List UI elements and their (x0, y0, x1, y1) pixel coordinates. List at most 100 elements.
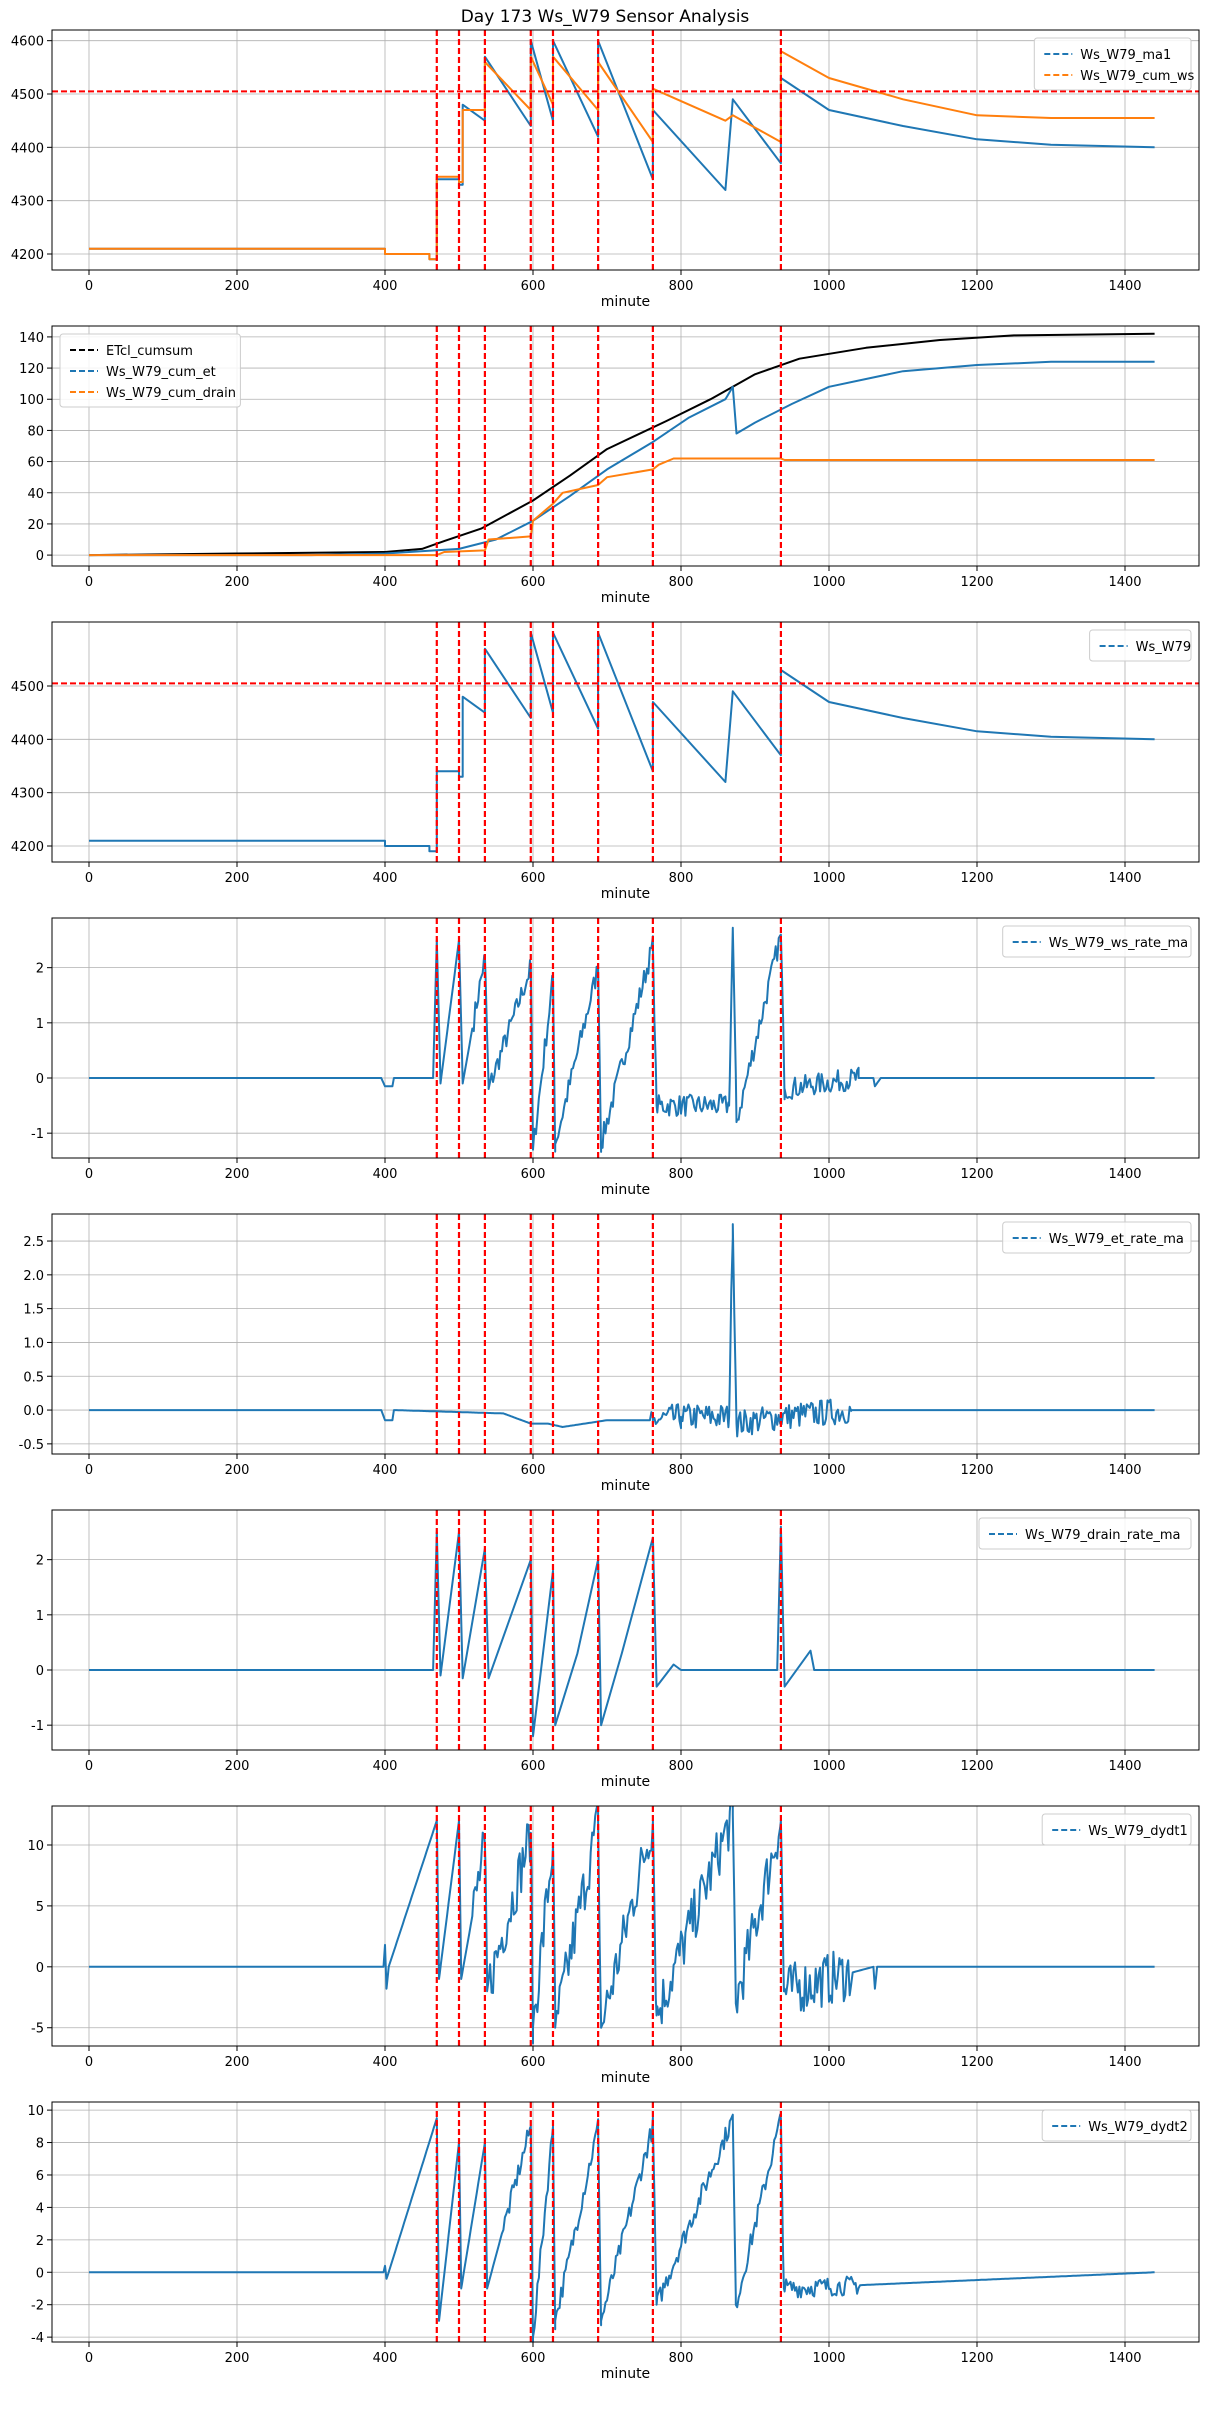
legend: Ws_W79_dydt2 (1041, 2109, 1192, 2142)
x-axis-label: minute (601, 590, 650, 606)
x-tick-label: 1400 (1108, 2055, 1141, 2070)
legend-label: Ws_W79_dydt2 (1088, 2120, 1188, 2135)
x-tick-label: 0 (85, 1167, 93, 1182)
y-tick-label: 4400 (11, 141, 44, 156)
x-tick-label: 0 (85, 1463, 93, 1478)
x-tick-label: 1400 (1108, 2351, 1141, 2366)
x-tick-label: 800 (669, 279, 694, 294)
x-tick-label: 0 (85, 279, 93, 294)
series-group (89, 1525, 1155, 1738)
x-tick-label: 200 (225, 279, 250, 294)
legend-label: Ws_W79_et_rate_ma (1049, 1232, 1184, 1247)
x-axis-label: minute (601, 2366, 650, 2382)
y-tick-label: 4300 (11, 787, 44, 802)
y-tick-label: 0.0 (23, 1404, 44, 1419)
y-tick-label: 2 (36, 962, 44, 977)
y-tick-label: 5 (36, 1900, 44, 1915)
subplot-4: 0 200 400 600 800 1000 1200 1400 -1 0 1 2 minute Ws_W… (31, 917, 1200, 1198)
legend-box (59, 333, 241, 408)
legend-box (1041, 2109, 1192, 2142)
x-tick-label: 1400 (1108, 1167, 1141, 1182)
subplots: 0 200 400 600 800 1000 1200 1400420043004400450… (11, 29, 1200, 2382)
x-tick-label: 800 (669, 2351, 694, 2366)
series-group (89, 39, 1155, 261)
y-tick-label: 10 (27, 1839, 44, 1854)
x-tick-label: 400 (373, 279, 398, 294)
x-tick-label: 1200 (960, 871, 993, 886)
y-tick-label: 2.0 (23, 1269, 44, 1284)
y-tick-label: 100 (19, 393, 44, 408)
y-tick-label: -4 (31, 2331, 44, 2346)
x-tick-label: 800 (669, 575, 694, 590)
x-tick-label: 1200 (960, 2055, 993, 2070)
x-tick-label: 600 (521, 2351, 546, 2366)
y-tick-label: 10 (27, 2104, 44, 2119)
axes-frame (51, 29, 1200, 271)
x-tick-label: 600 (521, 1167, 546, 1182)
y-tick-label: 0 (36, 549, 44, 564)
x-tick-label: 1200 (960, 1463, 993, 1478)
x-tick-label: 200 (225, 871, 250, 886)
y-tick-label: 20 (27, 518, 44, 533)
legend: Ws_W79_ma1 Ws_W79_cum_ws (1033, 37, 1195, 91)
y-tick-label: 1.0 (23, 1336, 44, 1351)
subplot-3: 0 200 400 600 800 1000 1200 1400 4200 4300 4400 450… (11, 621, 1200, 902)
x-axis-label: minute (601, 2070, 650, 2086)
x-tick-label: 800 (669, 1759, 694, 1774)
x-tick-label: 400 (373, 2351, 398, 2366)
x-tick-label: 0 (85, 1759, 93, 1774)
series-group (88, 332, 1155, 557)
series-line-Ws_W79_drain_rate_ma (89, 1525, 1155, 1738)
x-tick-label: 1200 (960, 1167, 993, 1182)
subplot-7: 0 200 400 600 800 1000 1200 1400 -5 0 5 10 minute Ws_… (27, 1805, 1200, 2086)
legend-label: ETcl_cumsum (106, 344, 193, 359)
x-tick-label: 1400 (1108, 575, 1141, 590)
y-tick-label: 4 (36, 2201, 44, 2216)
x-tick-label: 400 (373, 1463, 398, 1478)
x-tick-label: 1000 (812, 279, 845, 294)
x-tick-label: 800 (669, 1167, 694, 1182)
x-tick-label: 1000 (812, 1759, 845, 1774)
series-group (89, 1223, 1155, 1438)
x-tick-label: 1000 (812, 1167, 845, 1182)
y-tick-label: 0 (36, 1961, 44, 1976)
x-tick-label: 800 (669, 1463, 694, 1478)
series-line-Ws_W79_cum_ws (89, 50, 1155, 261)
legend: ETcl_cumsum Ws_W79_cum_et Ws_W79_cum_drain (59, 333, 241, 408)
subplot-1: 0 200 400 600 800 1000 1200 1400 4200 4300 4400 450… (11, 29, 1200, 310)
legend-label: Ws_W79_ws_rate_ma (1049, 936, 1188, 951)
y-tick-label: 140 (19, 331, 44, 346)
x-tick-label: 600 (521, 1759, 546, 1774)
legend-box (1089, 629, 1192, 662)
y-tick-label: 1 (36, 1017, 44, 1032)
y-tick-label: 60 (27, 456, 44, 471)
x-tick-label: 600 (521, 871, 546, 886)
x-tick-label: 1400 (1108, 871, 1141, 886)
legend-box (1033, 37, 1192, 91)
legend-label: Ws_W79_cum_ws (1080, 69, 1194, 84)
y-tick-label: 4500 (11, 680, 44, 695)
legend-box (978, 1517, 1192, 1550)
x-tick-label: 0 (85, 2055, 93, 2070)
y-tick-label: 2.5 (23, 1235, 44, 1250)
legend: Ws_W79_ws_rate_ma (1002, 925, 1192, 958)
legend: Ws_W79_et_rate_ma (1002, 1221, 1192, 1254)
y-tick-label: -5 (31, 2022, 44, 2037)
series-group (89, 631, 1155, 853)
y-tick-label: 4500 (11, 88, 44, 103)
subplot-6: 0 200 400 600 800 1000 1200 1400 -1 0 1 2 minute Ws_W… (31, 1509, 1200, 1790)
series-group (89, 2113, 1155, 2342)
x-tick-label: 0 (85, 871, 93, 886)
x-tick-label: 1000 (812, 2351, 845, 2366)
y-tick-label: 4600 (11, 35, 44, 50)
series-line-Ws_W79_cum_et (89, 360, 1155, 557)
y-tick-label: 4300 (11, 195, 44, 210)
legend-label: Ws_W79_ma1 (1080, 48, 1171, 63)
legend: Ws_W79_dydt1 (1041, 1813, 1192, 1846)
x-axis-label: minute (601, 1478, 650, 1494)
axes-frame (51, 917, 1200, 1159)
x-tick-label: 400 (373, 1759, 398, 1774)
y-tick-label: 0 (36, 2266, 44, 2281)
y-tick-label: 2 (36, 1554, 44, 1569)
